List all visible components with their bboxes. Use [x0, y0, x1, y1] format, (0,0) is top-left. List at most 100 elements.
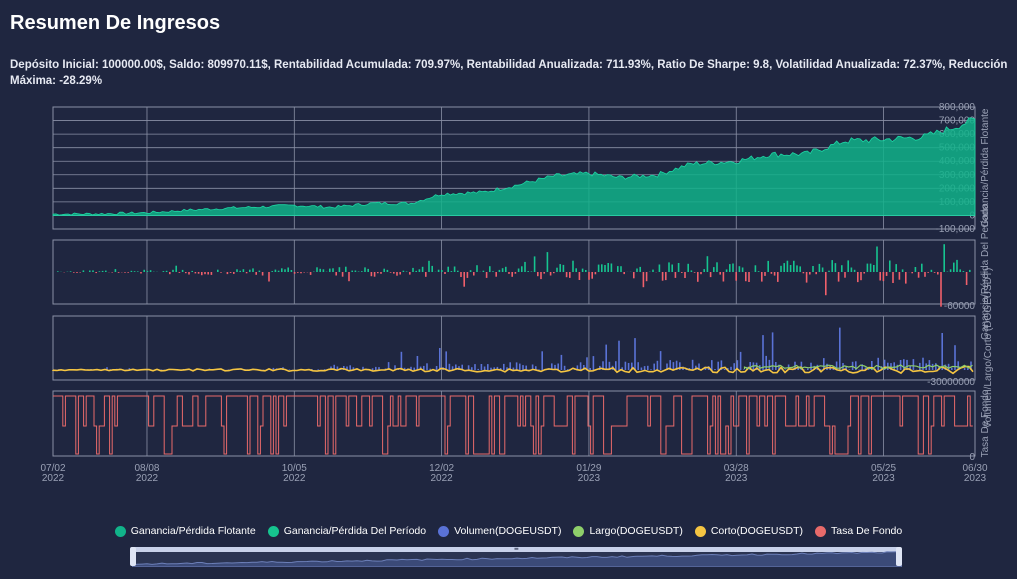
period-pnl-bar [297, 272, 299, 273]
period-pnl-bar [453, 266, 456, 272]
period-pnl-bar [505, 266, 507, 272]
legend-item[interactable]: Ganancia/Pérdida Del Período [267, 525, 426, 537]
volume-bar [941, 333, 943, 370]
volume-bar [352, 367, 355, 370]
volume-bar [883, 359, 886, 370]
period-pnl-bar [517, 268, 520, 272]
volume-bar [362, 366, 364, 370]
legend-item[interactable]: Ganancia/Pérdida Flotante [114, 525, 256, 537]
slider-left-handle[interactable] [130, 547, 136, 566]
volume-bar [714, 369, 716, 370]
period-pnl-bar [895, 264, 897, 272]
volume-bar [656, 360, 659, 370]
volume-bar [394, 365, 396, 370]
volume-bar [618, 340, 620, 370]
zoom-slider[interactable]: ≡ [130, 544, 902, 567]
period-pnl-bar [133, 271, 136, 272]
period-pnl-bar [277, 270, 280, 272]
period-pnl-bar [786, 260, 789, 272]
volume-bar [445, 351, 447, 370]
period-pnl-bar [956, 259, 958, 272]
slider-right-handle[interactable] [896, 547, 902, 566]
period-pnl-bar [169, 272, 171, 275]
period-pnl-bar [178, 272, 181, 273]
volume-bar [768, 359, 771, 370]
volume-bar [416, 356, 419, 370]
period-pnl-bar [514, 272, 517, 274]
x-tick-year: 2022 [42, 473, 65, 484]
period-pnl-bar [76, 272, 78, 273]
period-pnl-bar [738, 266, 741, 272]
volume-bar [467, 365, 470, 370]
volume-bar [554, 364, 556, 370]
volume-bar [845, 366, 847, 370]
volume-bar [743, 369, 745, 370]
period-pnl-bar [450, 271, 453, 272]
period-pnl-bar [476, 265, 478, 272]
period-pnl-bar [837, 272, 840, 282]
volume-bar [675, 360, 678, 370]
period-pnl-bar [559, 264, 561, 272]
legend-label: Volumen(DOGEUSDT) [454, 525, 562, 537]
volume-bar [797, 367, 799, 370]
volume-bar [423, 365, 425, 370]
period-pnl-bar [143, 269, 145, 272]
period-pnl-bar [965, 272, 968, 285]
period-pnl-bar [949, 269, 952, 272]
volume-bar [339, 369, 342, 370]
period-pnl-bar [441, 270, 443, 272]
period-pnl-bar [924, 272, 926, 277]
period-pnl-bar [533, 256, 536, 272]
y-tick-label: 800,000 [939, 102, 976, 113]
period-pnl-bar [812, 266, 814, 272]
volume-bar [739, 351, 742, 370]
period-pnl-bar [569, 272, 571, 278]
period-pnl-bar [892, 272, 894, 283]
y-tick-label: 0 [969, 452, 975, 463]
volume-bar [397, 369, 399, 370]
volume-bar [627, 363, 630, 370]
volume-bar [378, 367, 380, 370]
volume-bar [666, 363, 668, 370]
x-tick-label: 07/02 [40, 463, 65, 474]
volume-bar [640, 367, 643, 370]
legend-item[interactable]: Largo(DOGEUSDT) [573, 525, 683, 537]
period-pnl-bar [847, 260, 849, 272]
y-axis-title: Tasa De Fondo [980, 389, 991, 457]
x-tick-label: 08/08 [134, 463, 159, 474]
period-pnl-bar [271, 271, 273, 272]
volume-bar [567, 369, 569, 370]
period-pnl-bar [937, 272, 939, 275]
period-pnl-bar [770, 272, 773, 274]
volume-bar [727, 368, 729, 370]
legend-item[interactable]: Tasa De Fondo [815, 525, 902, 537]
slider-grip[interactable]: ≡ [514, 544, 519, 553]
period-pnl-bar [809, 272, 811, 275]
y-tick-label: -30000000 [927, 377, 975, 388]
volume-bar [474, 364, 476, 370]
period-pnl-bar [690, 270, 693, 272]
period-pnl-bar [703, 269, 705, 272]
volume-bar [749, 362, 751, 370]
volume-bar [855, 361, 857, 370]
period-pnl-bar [268, 272, 270, 282]
period-pnl-bar [284, 269, 286, 272]
x-tick-label: 01/29 [576, 463, 601, 474]
period-pnl-bar [220, 272, 222, 273]
legend-item[interactable]: Volumen(DOGEUSDT) [438, 525, 561, 537]
volume-bar [563, 365, 566, 370]
volume-bar [413, 367, 415, 370]
period-pnl-bar [409, 272, 411, 275]
volume-bar [480, 364, 483, 370]
period-pnl-bar [866, 263, 869, 272]
volume-bar [631, 362, 633, 370]
period-pnl-bar [354, 270, 357, 272]
period-pnl-bar [684, 272, 686, 278]
y-tick-label: 700,000 [939, 116, 976, 127]
chart-area[interactable]: 800,000700,000600,000500,000400,000300,0… [0, 0, 1017, 520]
volume-bar [653, 363, 655, 370]
period-pnl-bar [745, 272, 747, 282]
period-pnl-bar [127, 272, 129, 273]
legend-item[interactable]: Corto(DOGEUSDT) [694, 525, 803, 537]
period-pnl-bar [165, 270, 168, 272]
